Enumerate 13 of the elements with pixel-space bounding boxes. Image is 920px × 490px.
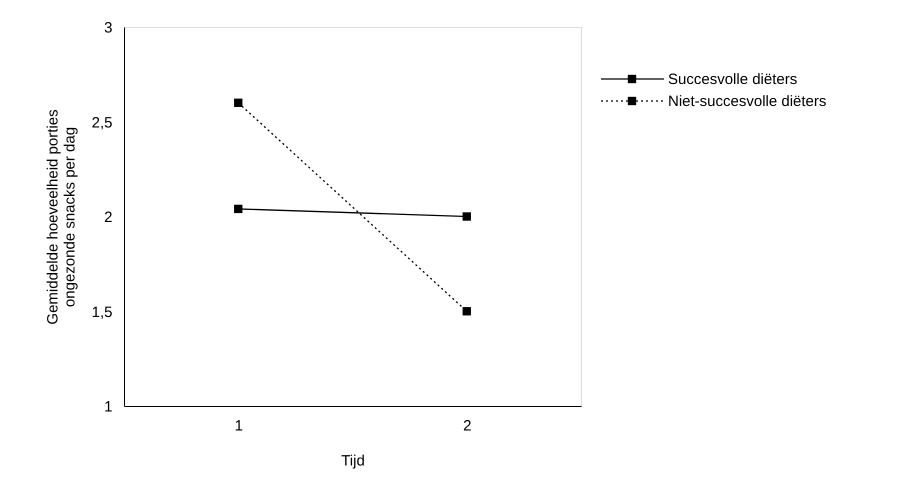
point [462,307,471,316]
y-tick-label: 2,5 [92,114,112,132]
legend-label: Niet-succesvolle diëters [668,93,826,110]
x-axis-title: Tijd [341,452,365,470]
point [234,98,242,107]
point [462,212,471,221]
y-tick-label: 3 [104,20,112,36]
point [234,204,242,214]
y-tick-label: 1,5 [92,304,112,321]
y-axis-title: Gemiddelde hoeveelheid porties ongezonde snacks per dag [44,109,79,325]
y-tick-label: 1 [104,398,112,416]
legend-label: Succesvolle diëters [668,71,798,88]
y-tick-label: 2 [104,209,112,226]
